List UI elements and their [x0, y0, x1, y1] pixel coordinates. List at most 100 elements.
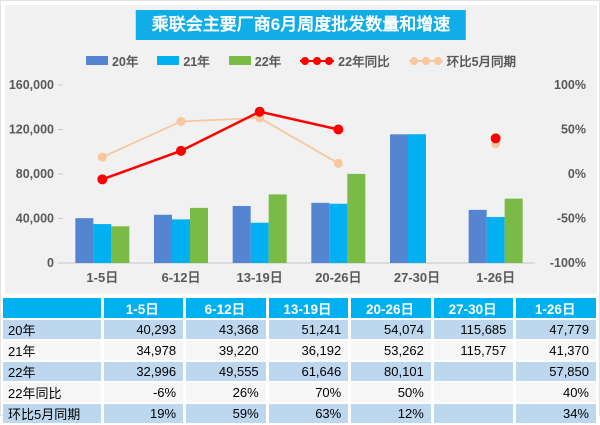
left-axis-tick-label: 40,000 — [16, 212, 54, 226]
legend-item-22年同比: 22年同比 — [300, 51, 390, 70]
table-cell: 54,074 — [349, 319, 434, 341]
legend-label: 21年 — [183, 55, 210, 69]
table-cell: 70% — [267, 382, 352, 404]
table-cell: 39,220 — [184, 340, 269, 362]
point-22年同比-1-26日 — [490, 133, 501, 144]
bar-22年-6-12日 — [190, 207, 208, 263]
point-22年同比-1-5日 — [97, 174, 108, 185]
table-cell: 51,241 — [267, 319, 352, 341]
chart-panel: 乘联会主要厂商6月周度批发数量和增速 20年 21年 22年 22年同比 环比5月同期 … — [5, 5, 597, 294]
x-axis-category-label: 20-26日 — [315, 270, 361, 285]
bar-20年-27-30日 — [390, 134, 408, 263]
table-header-6-12日: 6-12日 — [184, 298, 269, 320]
chart-legend: 20年 21年 22年 22年同比 环比5月同期 — [5, 51, 597, 70]
table-cell: 34,978 — [102, 340, 187, 362]
bar-21年-1-26日 — [486, 216, 505, 263]
bar-22年-13-19日 — [268, 194, 287, 263]
bar-20年-20-26日 — [311, 202, 330, 263]
table-cell: 12% — [349, 403, 434, 425]
x-axis-category-label: 6-12日 — [161, 270, 200, 285]
table-cell: 40% — [514, 382, 599, 404]
row-label: 22年 — [3, 361, 104, 383]
table-cell: 47,779 — [514, 319, 599, 341]
table-cell: 115,685 — [432, 319, 517, 341]
table-cell: 61,646 — [267, 361, 352, 383]
legend-item-20年: 20年 — [85, 51, 139, 70]
bar-22年-1-26日 — [504, 198, 523, 263]
row-label: 22年同比 — [3, 382, 104, 404]
bar-20年-1-5日 — [75, 218, 94, 263]
table-cell — [432, 403, 517, 425]
legend-line-marker-icon — [408, 56, 443, 65]
bar-21年-27-30日 — [408, 134, 426, 263]
left-axis-tick-label: 160,000 — [9, 78, 54, 92]
bar-22年-20-26日 — [347, 173, 366, 263]
table-row-21年: 21年 34,978 39,220 36,192 53,262 115,757 41,370 — [3, 340, 599, 362]
x-axis-category-label: 27-30日 — [394, 270, 440, 285]
right-axis-tick-label: 0% — [568, 167, 586, 181]
table-header-13-19日: 13-19日 — [267, 298, 352, 320]
table-row-22年: 22年 32,996 49,555 61,646 80,101 57,850 — [3, 361, 599, 383]
legend-bar-swatch-icon — [85, 56, 108, 65]
row-label: 20年 — [3, 319, 104, 341]
legend-label: 22年同比 — [338, 55, 390, 69]
point-22年同比-13-19日 — [254, 106, 265, 117]
left-axis-tick-label: 120,000 — [9, 123, 54, 137]
table-header-1-5日: 1-5日 — [102, 298, 187, 320]
legend-bar-swatch-icon — [228, 56, 251, 65]
line-环比5月同期 — [101, 117, 339, 165]
table-cell: 19% — [102, 403, 187, 425]
chart-title: 乘联会主要厂商6月周度批发数量和增速 — [151, 15, 451, 34]
table-cell: 32,996 — [102, 361, 187, 383]
table-row-22年同比: 22年同比 -6% 26% 70% 50% 40% — [3, 382, 599, 404]
bar-21年-6-12日 — [172, 219, 190, 263]
chart-title-banner: 乘联会主要厂商6月周度批发数量和增速 — [135, 10, 467, 40]
point-环比5月同期-6-12日 — [176, 116, 186, 126]
bar-20年-13-19日 — [232, 205, 251, 263]
legend-bar-swatch-icon — [157, 56, 180, 65]
table-cell — [432, 361, 517, 383]
x-axis-category-label: 1-26日 — [476, 270, 515, 285]
table-cell: 53,262 — [349, 340, 434, 362]
table-header-27-30日: 27-30日 — [432, 298, 517, 320]
legend-label: 22年 — [254, 55, 282, 69]
legend-line-marker-icon — [300, 56, 335, 65]
table-cell: 26% — [184, 382, 269, 404]
table-cell: 49,555 — [184, 361, 269, 383]
table-cell: 40,293 — [102, 319, 187, 341]
point-22年同比-6-12日 — [176, 145, 186, 156]
x-axis-category-label: 1-5日 — [86, 270, 118, 285]
table-cell: 57,850 — [514, 361, 599, 383]
legend-item-环比5月同期: 环比5月同期 — [408, 51, 517, 70]
table-header-blank — [3, 298, 104, 320]
bar-22年-1-5日 — [111, 226, 130, 263]
x-axis-category-label: 13-19日 — [237, 270, 283, 285]
table-row-环比5月同期: 环比5月同期 19% 59% 63% 12% 34% — [3, 403, 599, 425]
row-label: 21年 — [3, 340, 104, 362]
row-label: 环比5月同期 — [3, 403, 104, 425]
table-header-1-26日: 1-26日 — [514, 298, 599, 320]
line-22年同比 — [101, 110, 339, 181]
right-axis-tick-label: 50% — [561, 123, 586, 137]
point-环比5月同期-20-26日 — [333, 158, 343, 168]
right-axis-tick-label: 100% — [554, 78, 586, 92]
table-cell: 43,368 — [184, 319, 269, 341]
legend-label: 20年 — [111, 55, 139, 69]
right-axis-tick-label: -50% — [557, 212, 586, 226]
table-row-20年: 20年 40,293 43,368 51,241 54,074 115,685 47,779 — [3, 319, 599, 341]
bar-21年-13-19日 — [250, 222, 269, 263]
legend-label: 环比5月同期 — [446, 55, 517, 69]
bar-21年-20-26日 — [329, 203, 348, 263]
chart-plot: 0 40,000 80,000 120,000 160,000 -100% -50% 0% 50… — [9, 78, 586, 285]
bar-21年-1-5日 — [93, 224, 112, 263]
table-cell: 80,101 — [349, 361, 434, 383]
table-cell: 41,370 — [514, 340, 599, 362]
table-cell: 115,757 — [432, 340, 517, 362]
point-22年同比-20-26日 — [333, 124, 344, 135]
legend-item-22年: 22年 — [228, 51, 282, 70]
table-cell: 63% — [267, 403, 352, 425]
legend-item-21年: 21年 — [157, 51, 210, 70]
left-axis-tick-label: 0 — [47, 256, 54, 270]
table-cell — [432, 382, 517, 404]
table-cell: 59% — [184, 403, 269, 425]
